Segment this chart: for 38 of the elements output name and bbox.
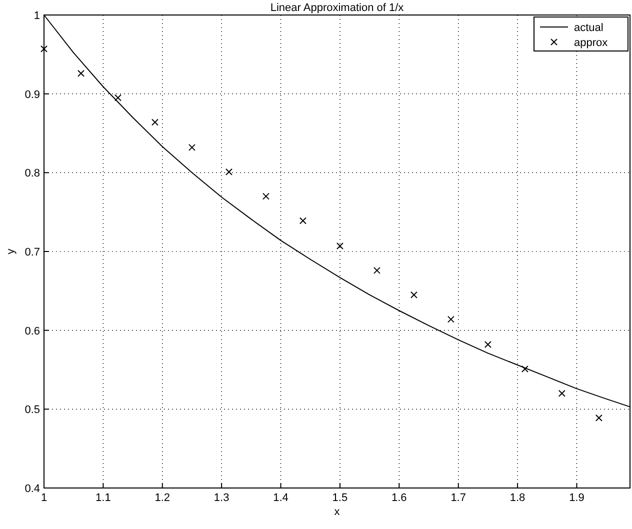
y-tick-label: 1 — [34, 10, 40, 22]
x-tick-label: 1.9 — [569, 492, 584, 504]
point — [410, 291, 418, 298]
point — [40, 45, 48, 52]
y-tick-label: 0.5 — [24, 404, 40, 416]
y-tick-label: 0.7 — [24, 246, 40, 258]
x-tick-label: 1.4 — [273, 492, 288, 504]
point — [262, 192, 270, 200]
y-tick-label: 0.8 — [24, 168, 40, 180]
point — [114, 94, 122, 102]
point — [447, 316, 454, 323]
x-tick-label: 1.6 — [392, 492, 407, 504]
point — [151, 118, 158, 126]
y-axis-title: y — [5, 248, 17, 254]
x-tick-label: 1.3 — [214, 492, 230, 504]
point — [373, 266, 380, 274]
x-tick-label: 1.1 — [96, 492, 111, 504]
chart-title: Linear Approximation of 1/x — [270, 2, 404, 14]
point — [299, 217, 306, 224]
point — [558, 390, 566, 397]
x-tick-label: 1.8 — [510, 492, 526, 504]
point — [188, 144, 196, 151]
y-tick-label: 0.9 — [24, 88, 40, 101]
x-axis-title: x — [334, 506, 340, 518]
x-tick-label: 1.5 — [332, 492, 348, 504]
point — [484, 341, 492, 348]
point — [77, 70, 84, 77]
legend-label: actual — [574, 22, 604, 34]
point — [521, 365, 528, 372]
y-tick-label: 0.4 — [24, 483, 40, 495]
x-tick-label: 1.7 — [450, 492, 466, 504]
legend-label: approx — [574, 37, 608, 49]
x-tick-label: 1 — [40, 492, 48, 504]
point — [336, 242, 344, 250]
point — [595, 414, 602, 422]
point — [225, 168, 232, 176]
y-tick-label: 0.6 — [24, 325, 40, 338]
x-tick-label: 1.2 — [154, 492, 170, 504]
